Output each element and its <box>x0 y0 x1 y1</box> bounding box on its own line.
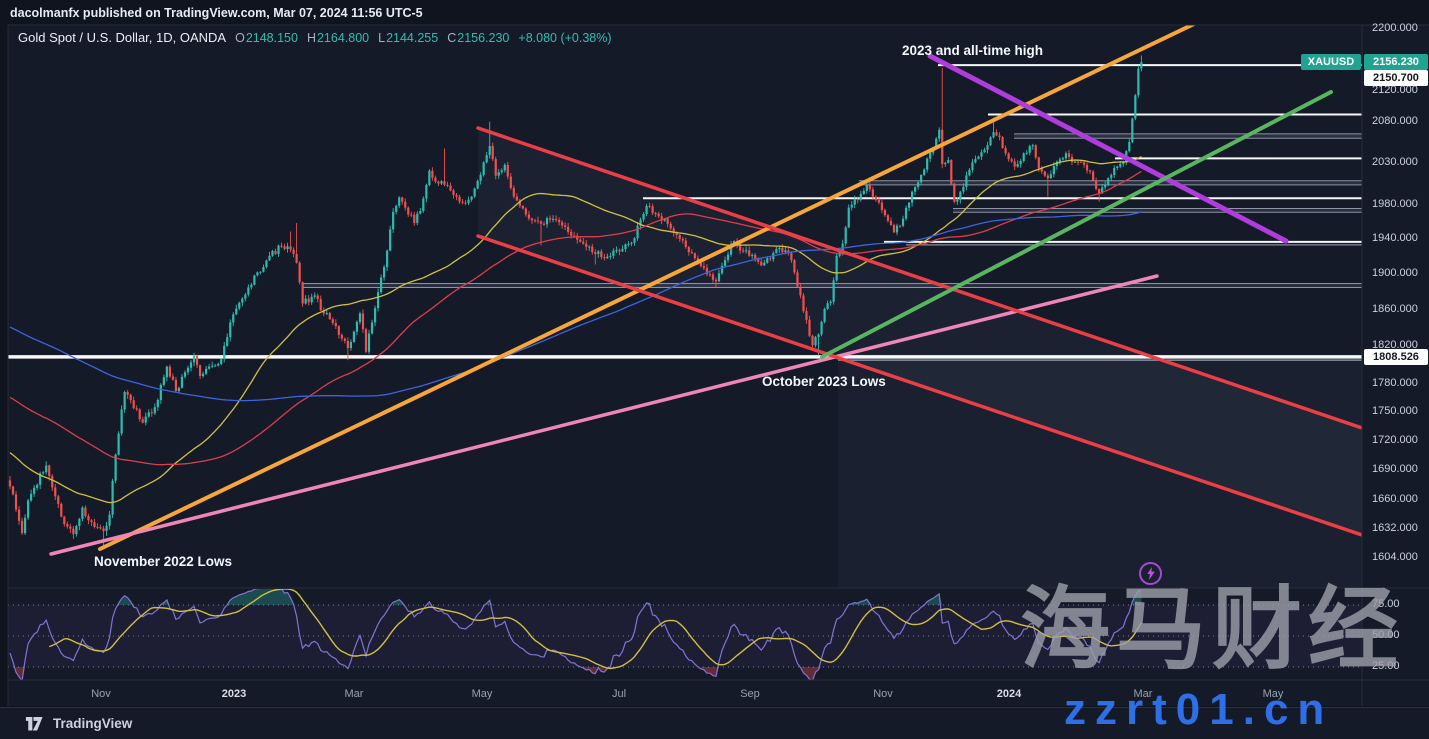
time-tick: Mar <box>1133 688 1153 700</box>
time-axis[interactable]: Nov 2023 Mar May Jul Sep Nov 2024 Mar May <box>8 680 1362 706</box>
price-tick: 2200.000 <box>1372 21 1418 34</box>
chart-legend[interactable]: Gold Spot / U.S. Dollar, 1D, OANDA O 2148… <box>18 30 612 45</box>
sma-100 <box>9 170 1142 466</box>
time-tick: May <box>471 688 493 700</box>
price-axis[interactable]: 2200.000 2120.000 2080.000 2030.000 1980.000… <box>1362 0 1429 706</box>
red-channel-bottom[interactable] <box>476 234 1362 537</box>
main-pane[interactable] <box>8 23 1362 588</box>
tradingview-logo-icon[interactable] <box>24 716 45 731</box>
time-tick: 2023 <box>221 688 247 700</box>
publish-text: dacolmanfx published on TradingView.com,… <box>10 5 423 20</box>
rsi-ma-line <box>48 589 1143 670</box>
orange-long-term-support[interactable] <box>98 23 1197 551</box>
time-tick: Mar <box>344 688 364 700</box>
symbol-title[interactable]: Gold Spot / U.S. Dollar, 1D, OANDA <box>18 30 227 45</box>
time-tick: Nov <box>873 688 893 700</box>
rsi-tick: 25.00 <box>1372 660 1400 672</box>
tradingview-brand[interactable]: TradingView <box>53 716 133 731</box>
price-tick: 1940.000 <box>1372 232 1418 245</box>
chart-annotation-text[interactable]: November 2022 Lows <box>94 554 233 569</box>
price-tick: 2120.000 <box>1372 83 1418 96</box>
chart-annotation-text[interactable]: 2023 and all-time high <box>902 43 1044 58</box>
publish-bar: dacolmanfx published on TradingView.com,… <box>0 0 1429 25</box>
rsi-tick: 50.00 <box>1372 629 1400 641</box>
price-tick: 1604.000 <box>1372 551 1418 563</box>
last-price-badge: 2156.230 <box>1364 54 1428 71</box>
ohlc-low: L 2144.255 <box>378 31 438 45</box>
bottom-bar: TradingView <box>0 707 1429 739</box>
time-tick: Nov <box>91 688 111 700</box>
close-label: C <box>447 31 457 45</box>
price-tick: 1780.000 <box>1372 376 1418 389</box>
lightning-icon[interactable] <box>1139 562 1162 585</box>
price-tick: 1720.000 <box>1372 433 1418 446</box>
time-tick: Sep <box>740 688 760 700</box>
rsi-pane[interactable] <box>8 585 1362 681</box>
time-tick: May <box>1262 688 1284 700</box>
secondary-price-badge: 2150.700 <box>1364 70 1428 87</box>
ohlc-open: O 2148.150 <box>235 31 298 45</box>
low-label: L <box>378 31 386 45</box>
rsi-line <box>9 589 1142 680</box>
level-price-badge: 1808.526 <box>1364 348 1428 365</box>
purple-downtrend-resistance[interactable] <box>927 53 1289 244</box>
price-tick: 1632.000 <box>1372 521 1418 534</box>
ohlc-close: C 2156.230 <box>447 31 509 45</box>
ohlc-high: H 2164.800 <box>307 31 369 45</box>
sma-50 <box>9 156 1142 504</box>
high-label: H <box>306 31 316 45</box>
lightning-bolt-glyph <box>1146 567 1155 580</box>
price-tick: 2030.000 <box>1372 156 1418 169</box>
watermark-cjk: 海马财经 <box>1020 580 1404 680</box>
time-tick: Jul <box>611 688 627 700</box>
time-tick: 2024 <box>996 688 1022 700</box>
chart-annotation-text[interactable]: October 2023 Lows <box>762 374 886 389</box>
price-tick: 1980.000 <box>1372 198 1418 211</box>
watermark-url: zzrt01.cn <box>1064 685 1334 734</box>
pink-secondary-support[interactable] <box>49 274 1159 556</box>
symbol-badge: XAUUSD <box>1301 54 1361 71</box>
price-tick: 1750.000 <box>1372 405 1418 417</box>
green-uptrend-support[interactable] <box>820 90 1333 359</box>
high-value: 2164.800 <box>316 31 370 45</box>
red-channel-top[interactable] <box>476 126 1362 430</box>
price-tick: 1860.000 <box>1372 302 1418 315</box>
open-label: O <box>235 31 245 45</box>
change-value: +8.080 (+0.38%) <box>518 31 612 45</box>
close-value: 2156.230 <box>457 31 510 45</box>
sma-200 <box>9 211 1142 402</box>
price-tick: 2080.000 <box>1372 115 1418 128</box>
price-tick: 1900.000 <box>1372 267 1418 280</box>
open-value: 2148.150 <box>245 31 298 45</box>
low-value: 2144.255 <box>386 31 439 45</box>
rsi-tick: 75.00 <box>1372 598 1400 610</box>
price-tick: 1820.000 <box>1372 339 1418 352</box>
price-tick: 1660.000 <box>1372 493 1418 506</box>
price-tick: 1690.000 <box>1372 463 1418 476</box>
